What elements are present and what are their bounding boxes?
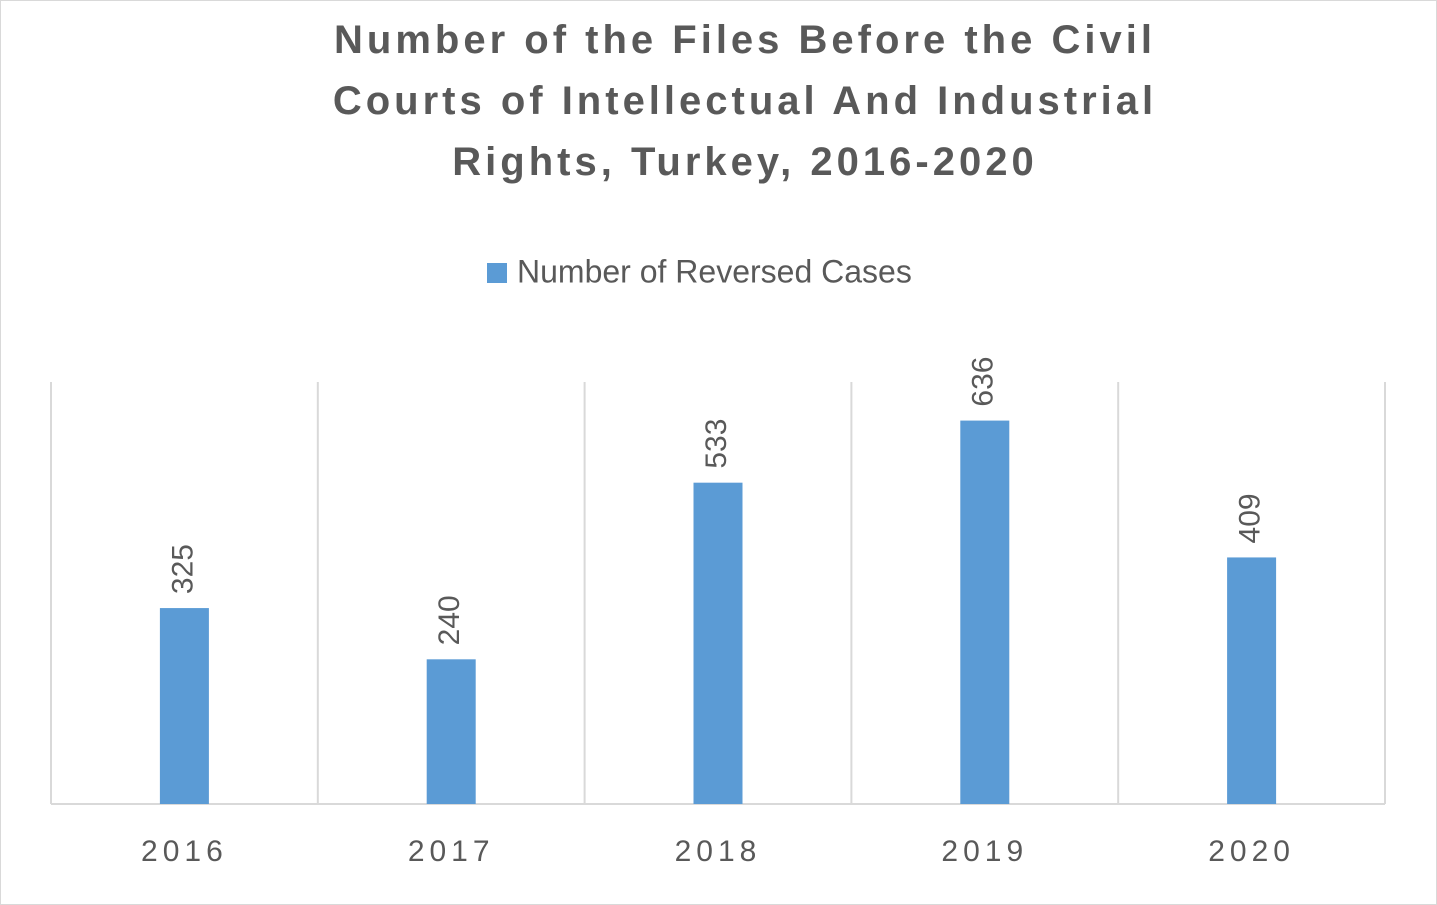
data-label: 240 [433,595,466,645]
x-tick-label: 2020 [1208,835,1295,868]
bar [1227,557,1277,804]
chart-title: Number of the Files Before the Civil Cou… [332,18,1158,184]
bar [960,420,1010,804]
bar [693,482,743,804]
x-tick-label: 2017 [408,835,495,868]
data-label: 636 [967,357,1000,407]
data-label: 533 [700,419,733,469]
data-label: 325 [166,544,199,594]
x-tick-label: 2018 [675,835,762,868]
legend-swatch [487,263,507,283]
x-tick-label: 2019 [941,835,1028,868]
x-tick-label: 2016 [141,835,228,868]
bar [159,608,209,804]
data-label: 409 [1234,493,1267,543]
bar [426,659,476,804]
legend-label: Number of Reversed Cases [517,253,912,289]
